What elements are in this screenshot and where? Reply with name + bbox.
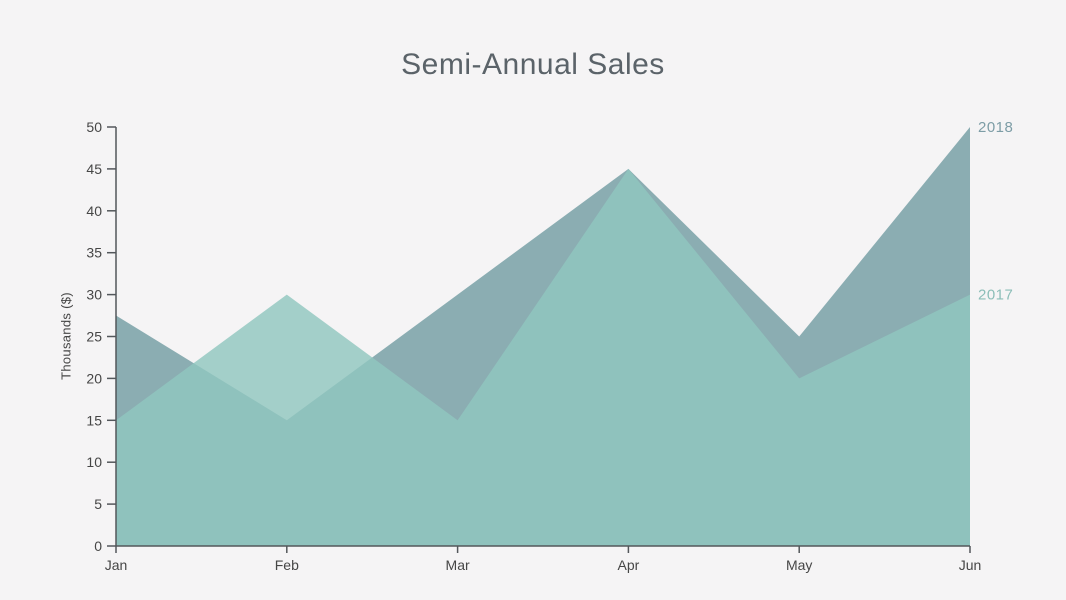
x-tick-label-may: May bbox=[786, 557, 812, 573]
y-tick-label: 10 bbox=[86, 454, 102, 470]
series-label-2017: 2017 bbox=[978, 287, 1013, 304]
x-tick-label-mar: Mar bbox=[446, 557, 470, 573]
y-tick-label: 45 bbox=[86, 161, 102, 177]
series-label-2018: 2018 bbox=[978, 119, 1013, 136]
y-tick-label: 30 bbox=[86, 287, 102, 303]
y-tick-label: 5 bbox=[94, 496, 102, 512]
x-tick-label-apr: Apr bbox=[618, 557, 640, 573]
y-tick-label: 25 bbox=[86, 329, 102, 345]
y-tick-label: 20 bbox=[86, 370, 102, 386]
y-tick-label: 15 bbox=[86, 412, 102, 428]
y-tick-label: 40 bbox=[86, 203, 102, 219]
x-tick-label-feb: Feb bbox=[275, 557, 299, 573]
chart-title: Semi-Annual Sales bbox=[401, 48, 665, 81]
y-tick-label: 35 bbox=[86, 245, 102, 261]
y-tick-label: 0 bbox=[94, 538, 102, 554]
x-tick-label-jan: Jan bbox=[105, 557, 128, 573]
y-tick-label: 50 bbox=[86, 119, 102, 135]
area-series-2017 bbox=[116, 168, 970, 546]
x-tick-label-jun: Jun bbox=[959, 557, 982, 573]
